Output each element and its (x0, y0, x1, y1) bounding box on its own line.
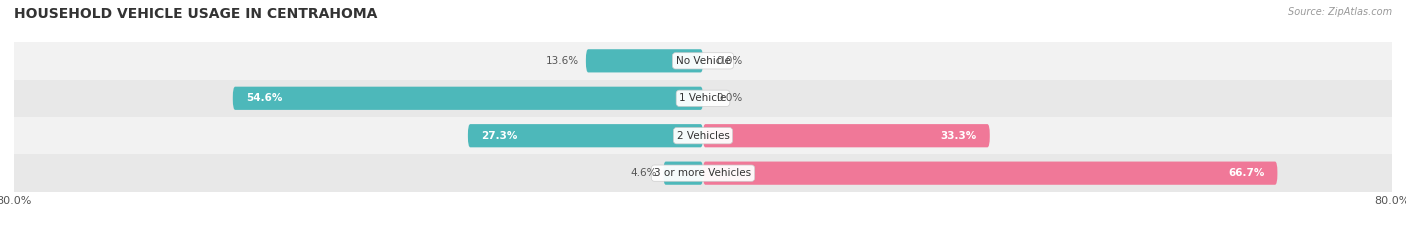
Bar (14, 42, 1392, 80)
Text: Source: ZipAtlas.com: Source: ZipAtlas.com (1288, 7, 1392, 17)
Text: 3 or more Vehicles: 3 or more Vehicles (654, 168, 752, 178)
Text: HOUSEHOLD VEHICLE USAGE IN CENTRAHOMA: HOUSEHOLD VEHICLE USAGE IN CENTRAHOMA (14, 7, 377, 21)
Text: No Vehicle: No Vehicle (675, 56, 731, 66)
FancyBboxPatch shape (703, 124, 990, 147)
Text: 4.6%: 4.6% (630, 168, 657, 178)
Text: 1 Vehicle: 1 Vehicle (679, 93, 727, 103)
FancyBboxPatch shape (586, 49, 703, 73)
FancyBboxPatch shape (233, 87, 703, 110)
Text: 13.6%: 13.6% (546, 56, 579, 66)
Text: 27.3%: 27.3% (481, 131, 517, 141)
Bar (14, 80, 1392, 117)
Bar (14, 117, 1392, 154)
Bar (14, 154, 1392, 192)
Text: 54.6%: 54.6% (246, 93, 283, 103)
FancyBboxPatch shape (664, 161, 703, 185)
Text: 0.0%: 0.0% (716, 93, 742, 103)
Text: 2 Vehicles: 2 Vehicles (676, 131, 730, 141)
Text: 66.7%: 66.7% (1227, 168, 1264, 178)
Text: 33.3%: 33.3% (941, 131, 977, 141)
FancyBboxPatch shape (468, 124, 703, 147)
FancyBboxPatch shape (703, 161, 1278, 185)
Text: 0.0%: 0.0% (716, 56, 742, 66)
